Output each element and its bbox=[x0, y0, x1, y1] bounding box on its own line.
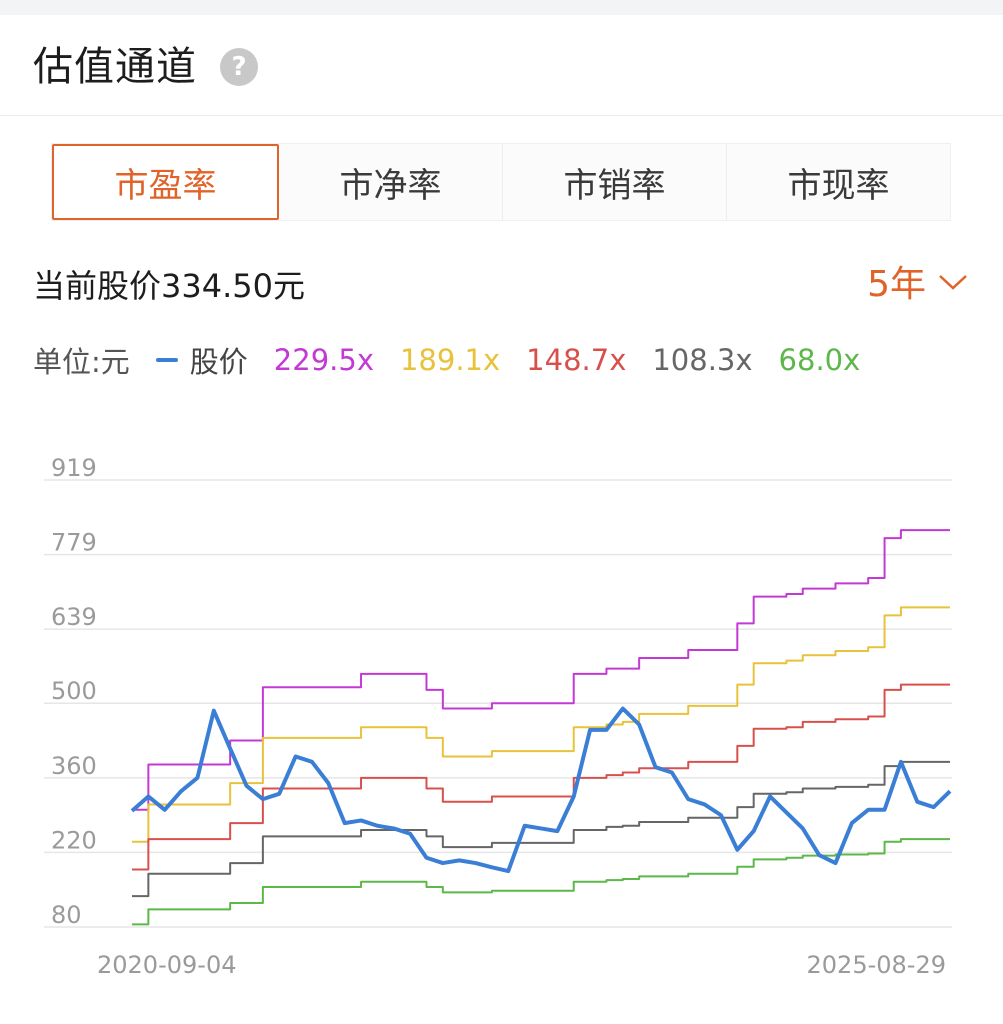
legend-band-1: 229.5x bbox=[273, 343, 374, 377]
y-tick-label: 500 bbox=[51, 677, 97, 705]
section-title: 估值通道 bbox=[33, 44, 197, 90]
x-tick-label: 2025-08-29 bbox=[807, 951, 946, 979]
current-price: 当前股价334.50元 bbox=[33, 267, 305, 305]
band-series-line bbox=[132, 529, 950, 811]
y-tick-label: 360 bbox=[51, 752, 97, 780]
legend-band-4: 108.3x bbox=[652, 343, 753, 377]
unit-label: 单位:元 bbox=[33, 345, 130, 379]
status-strip bbox=[0, 0, 1003, 15]
period-label: 5年 bbox=[867, 264, 926, 305]
x-tick-label: 2020-09-04 bbox=[97, 951, 236, 979]
legend-price-label: 股价 bbox=[189, 345, 248, 379]
y-tick-label: 639 bbox=[51, 603, 97, 631]
tab-pb[interactable]: 市净率 bbox=[279, 144, 503, 220]
legend-price: 股价 bbox=[155, 339, 248, 381]
chart-legend: 单位:元 股价 229.5x 189.1x 148.7x 108.3x 68.0… bbox=[33, 340, 886, 380]
tab-pe[interactable]: 市盈率 bbox=[52, 144, 279, 220]
band-series-line bbox=[132, 760, 950, 898]
valuation-tabs: 市盈率 市净率 市销率 市现率 bbox=[51, 143, 951, 221]
y-tick-label: 919 bbox=[51, 454, 97, 482]
y-tick-label: 220 bbox=[51, 826, 97, 854]
y-tick-label: 80 bbox=[51, 901, 82, 929]
tab-pcf[interactable]: 市现率 bbox=[787, 165, 890, 206]
legend-band-2: 189.1x bbox=[399, 343, 501, 377]
legend-band-3: 148.7x bbox=[526, 343, 627, 377]
tab-ps[interactable]: 市销率 bbox=[503, 144, 727, 220]
question-icon[interactable]: ? bbox=[220, 48, 258, 86]
band-series-line bbox=[132, 683, 950, 871]
price-series-line bbox=[130, 706, 952, 874]
band-series-line bbox=[132, 606, 950, 843]
chevron-down-icon bbox=[938, 257, 968, 303]
legend-band-5: 68.0x bbox=[778, 343, 861, 377]
section-header: 估值通道 ? bbox=[0, 15, 1003, 116]
y-tick-label: 779 bbox=[51, 529, 97, 557]
valuation-chart: 919 779 639 500 360 220 80 2020-09-04 2025-08-29 bbox=[44, 454, 952, 979]
price-line-icon bbox=[155, 358, 178, 362]
period-selector[interactable]: 5年 bbox=[867, 262, 968, 308]
